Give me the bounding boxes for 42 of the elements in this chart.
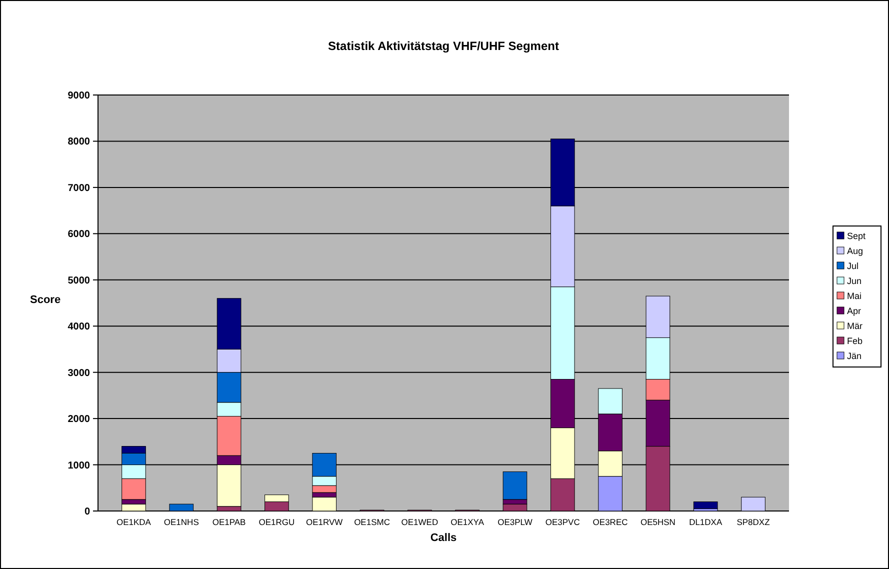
bar	[502, 504, 528, 512]
y-axis-title: Score	[30, 294, 61, 306]
x-axis-title: Calls	[430, 532, 457, 544]
legend-label: Feb	[847, 336, 863, 346]
y-tick-label: 8000	[68, 136, 90, 148]
legend-label: Apr	[847, 306, 862, 316]
x-tick-label: OE1SMC	[354, 517, 390, 527]
legend-label: Jun	[847, 276, 862, 286]
bar	[169, 504, 194, 512]
x-tick-label: OE3REC	[592, 517, 628, 527]
x-tick-label: OE1KDA	[116, 517, 152, 527]
y-tick-label: 9000	[68, 90, 90, 102]
x-tick-label: OE1RGU	[258, 517, 295, 527]
x-tick-label: OE1WED	[401, 517, 438, 527]
x-tick-label: OE1NHS	[164, 517, 200, 527]
legend-label: Jän	[847, 351, 862, 362]
legend-label: Mai	[847, 291, 862, 302]
x-tick-label: SP8DXZ	[736, 517, 770, 527]
y-tick-label: 0	[84, 506, 90, 518]
x-tick-label: OE5HSN	[640, 517, 676, 527]
x-tick-label: OE1RVW	[306, 517, 343, 527]
legend-label: Sept	[847, 231, 866, 242]
legend-label: Mär	[847, 321, 862, 332]
x-tick-label: DL1DXA	[689, 517, 722, 527]
x-tick-label: OE1PAB	[212, 517, 246, 527]
y-tick-label: 6000	[68, 229, 90, 240]
legend-label: Jul	[847, 261, 859, 272]
bar	[741, 496, 766, 512]
y-tick-label: 3000	[68, 368, 90, 379]
chart-title: Statistik Aktivitätstag VHF/UHF Segment	[328, 39, 559, 53]
bar	[693, 502, 718, 509]
bar	[312, 496, 337, 512]
legend-label: Aug	[847, 246, 864, 256]
x-tick-label: OE3PLW	[498, 517, 532, 527]
y-tick-label: 1000	[68, 460, 90, 472]
y-tick-label: 4000	[68, 322, 90, 333]
x-tick-label: OE3PVC	[545, 517, 580, 527]
y-tick-label: 2000	[68, 414, 90, 426]
x-tick-label: OE1XYA	[450, 517, 484, 527]
y-tick-label: 7000	[68, 182, 90, 194]
bar	[122, 504, 146, 512]
y-tick-label: 5000	[68, 275, 90, 286]
